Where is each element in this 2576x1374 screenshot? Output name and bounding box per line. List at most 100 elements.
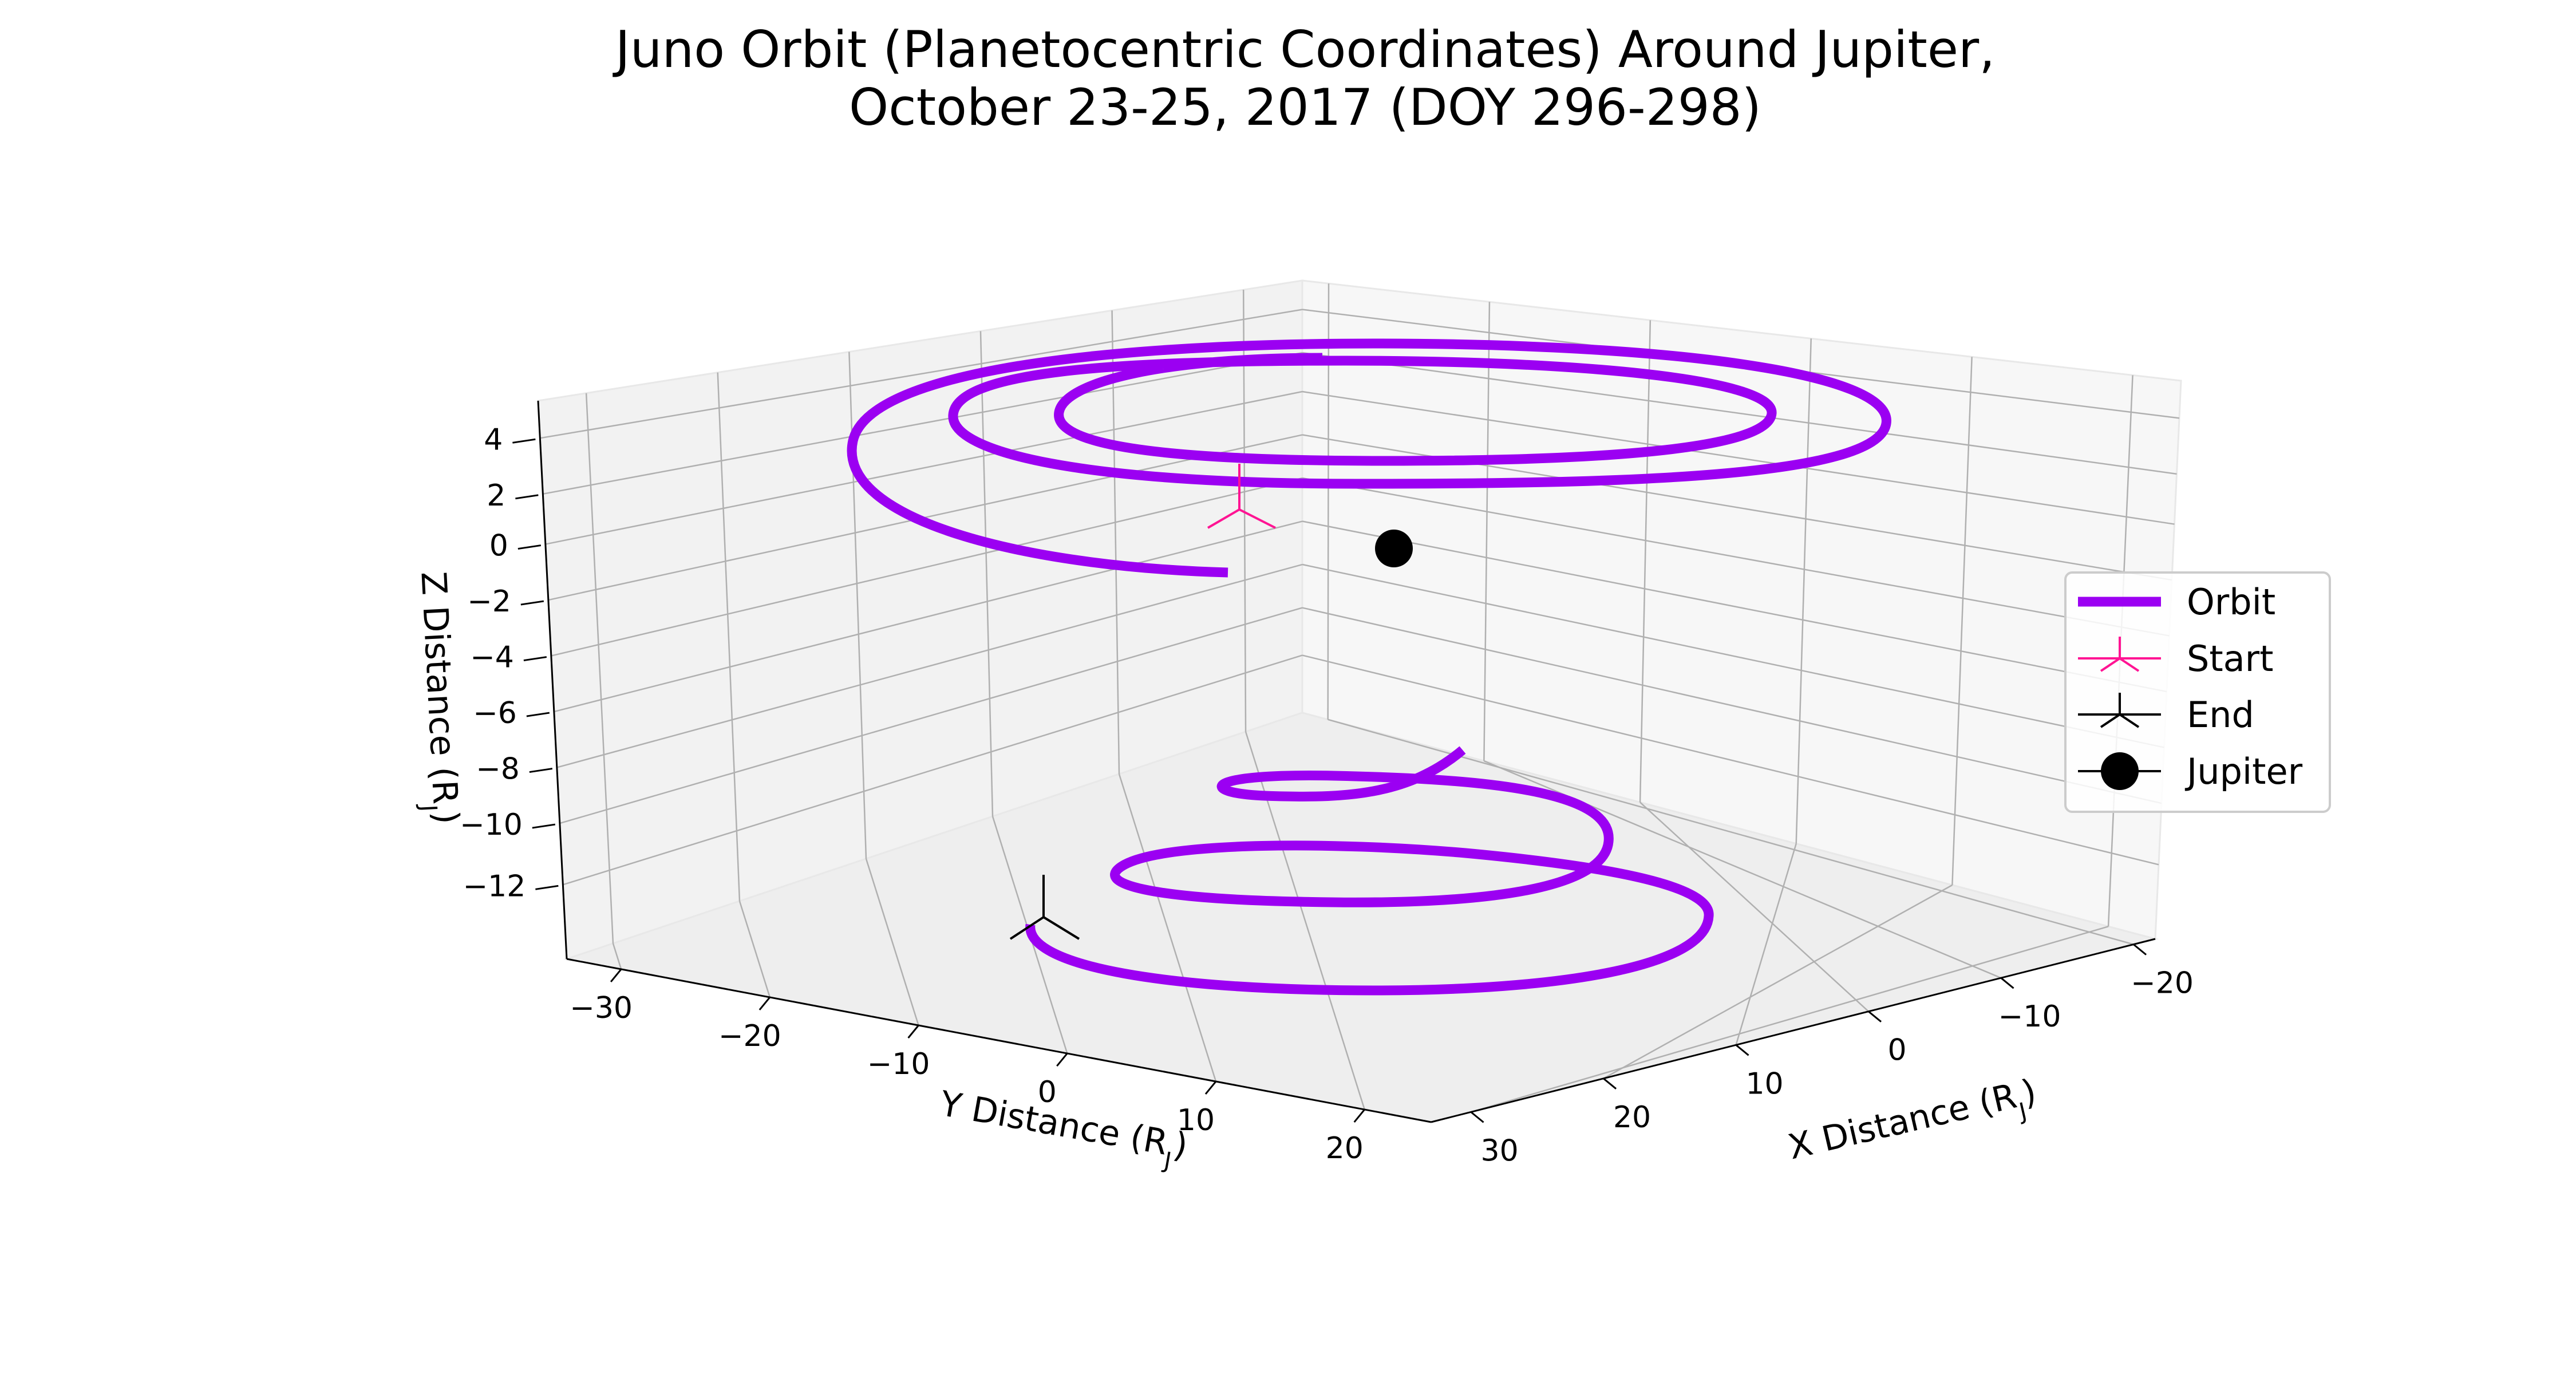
z-axis-label-sub: J: [415, 803, 442, 812]
x-gridline-floor: [1603, 884, 1953, 1079]
x-tick-label: −20: [2131, 966, 2194, 1001]
x-axis-label: X Distance (RJ): [1784, 1072, 2042, 1178]
x-tick: [1603, 1077, 1617, 1090]
z-tick: [512, 438, 536, 444]
y-axis-label: Y Distance (RJ): [935, 1084, 1191, 1177]
z-tick: [526, 712, 550, 717]
z-tick-label: −8: [476, 752, 520, 787]
z-gridline-right: [1302, 352, 2177, 475]
z-gridline-right: [1302, 520, 2167, 693]
legend-item-end: End: [2078, 693, 2254, 736]
jupiter-marker: [1375, 530, 1413, 567]
chart-title-line-1: Juno Orbit (Planetocentric Coordinates) …: [613, 20, 1995, 79]
start-marker: [1207, 464, 1276, 529]
z-gridline-left: [562, 654, 1303, 886]
x-gridline-floor: [1327, 718, 2134, 945]
legend-label-end: End: [2187, 694, 2254, 736]
z-tick-label: −12: [463, 869, 526, 903]
legend-item-orbit: Orbit: [2078, 581, 2275, 623]
legend: Orbit Start End Jupiter: [2064, 571, 2331, 813]
y-tick-label: 0: [1038, 1075, 1057, 1110]
y-tick: [1353, 1109, 1365, 1123]
y-gridline-floor: [612, 943, 622, 970]
z-tick: [532, 823, 556, 829]
y-tick-label: 10: [1177, 1103, 1215, 1138]
x-axis-line: [1431, 938, 2156, 1123]
x-tick: [2000, 977, 2014, 989]
z-gridline-left: [554, 520, 1303, 713]
x-gridline-wall: [1327, 283, 1330, 720]
z-tick: [523, 656, 547, 662]
y-tick-label: −20: [718, 1019, 781, 1053]
z-gridline-left: [556, 563, 1303, 768]
end-marker: [1009, 875, 1080, 940]
z-tick: [517, 544, 542, 550]
y-tick: [907, 1025, 919, 1039]
y-tick: [610, 969, 622, 982]
y-tick: [758, 997, 771, 1010]
y-axis-line: [566, 958, 1432, 1123]
z-axis-label: Z Distance (RJ): [402, 570, 466, 826]
x-tick: [1470, 1111, 1484, 1123]
y-gridline-wall: [585, 393, 614, 943]
z-gridline-left: [559, 607, 1303, 824]
axis-lines: [537, 400, 2156, 1123]
z-gridline-left: [543, 352, 1303, 495]
z-gridline-right: [1302, 654, 2159, 866]
z-tick-label: 4: [484, 423, 503, 457]
y-tick: [1056, 1053, 1068, 1067]
x-tick: [2133, 943, 2147, 956]
z-gridline-left: [540, 309, 1303, 439]
y-tick-label: −10: [867, 1047, 930, 1081]
x-tick-label: −10: [1998, 1000, 2061, 1034]
z-gridline-right: [1302, 477, 2170, 637]
x-gridline-floor: [1639, 802, 1869, 1012]
z-gridline-left: [545, 390, 1303, 545]
y-gridline-wall: [717, 372, 741, 902]
x-gridline-wall: [1483, 302, 1491, 761]
x-tick-label: 10: [1745, 1067, 1783, 1101]
legend-label-start: Start: [2187, 638, 2273, 680]
legend-label-orbit: Orbit: [2187, 581, 2275, 623]
x-gridline-wall: [1639, 320, 1652, 803]
x-gridline-wall: [1951, 357, 1973, 886]
z-gridline-left: [551, 477, 1303, 657]
z-tick: [520, 600, 544, 606]
x-tick: [1735, 1044, 1749, 1056]
x-tick-label: 0: [1888, 1033, 1907, 1068]
x-gridline-floor: [1735, 843, 1797, 1045]
y-gridline-floor: [1118, 773, 1217, 1082]
x-tick-label: 30: [1480, 1134, 1518, 1168]
y-gridline-wall: [1111, 310, 1120, 775]
z-tick-label: −10: [460, 808, 523, 842]
z-tick: [535, 885, 559, 890]
z-tick: [529, 768, 553, 773]
x-gridline-floor: [1471, 926, 2109, 1113]
y-tick-label: 20: [1326, 1131, 1364, 1166]
x-tick: [1868, 1010, 1882, 1022]
z-tick-label: 2: [487, 479, 505, 513]
legend-label-jupiter: Jupiter: [2184, 751, 2303, 792]
z-gridline-right: [1302, 607, 2162, 804]
orbit-lower-spiral: [1025, 746, 1714, 996]
axes-panes: [537, 279, 2182, 1123]
z-tick: [515, 494, 539, 500]
y-gridline-floor: [738, 901, 771, 998]
x-gridline-wall: [1795, 338, 1812, 844]
z-tick-label: −2: [467, 585, 511, 619]
x-tick-label: 20: [1613, 1100, 1651, 1135]
series-orbit: [847, 338, 1891, 996]
z-tick-label: 0: [489, 529, 508, 563]
y-gridline-floor: [865, 858, 919, 1026]
y-gridline-wall: [979, 331, 994, 817]
legend-item-start: Start: [2078, 637, 2273, 680]
legend-item-jupiter: Jupiter: [2078, 751, 2303, 792]
y-tick-label: −30: [570, 991, 633, 1025]
legend-box: [2064, 571, 2331, 813]
z-tick-label: −6: [473, 696, 517, 731]
y-tick: [1204, 1081, 1217, 1095]
z-gridline-right: [1302, 390, 2175, 525]
z-gridline-right: [1302, 563, 2164, 748]
